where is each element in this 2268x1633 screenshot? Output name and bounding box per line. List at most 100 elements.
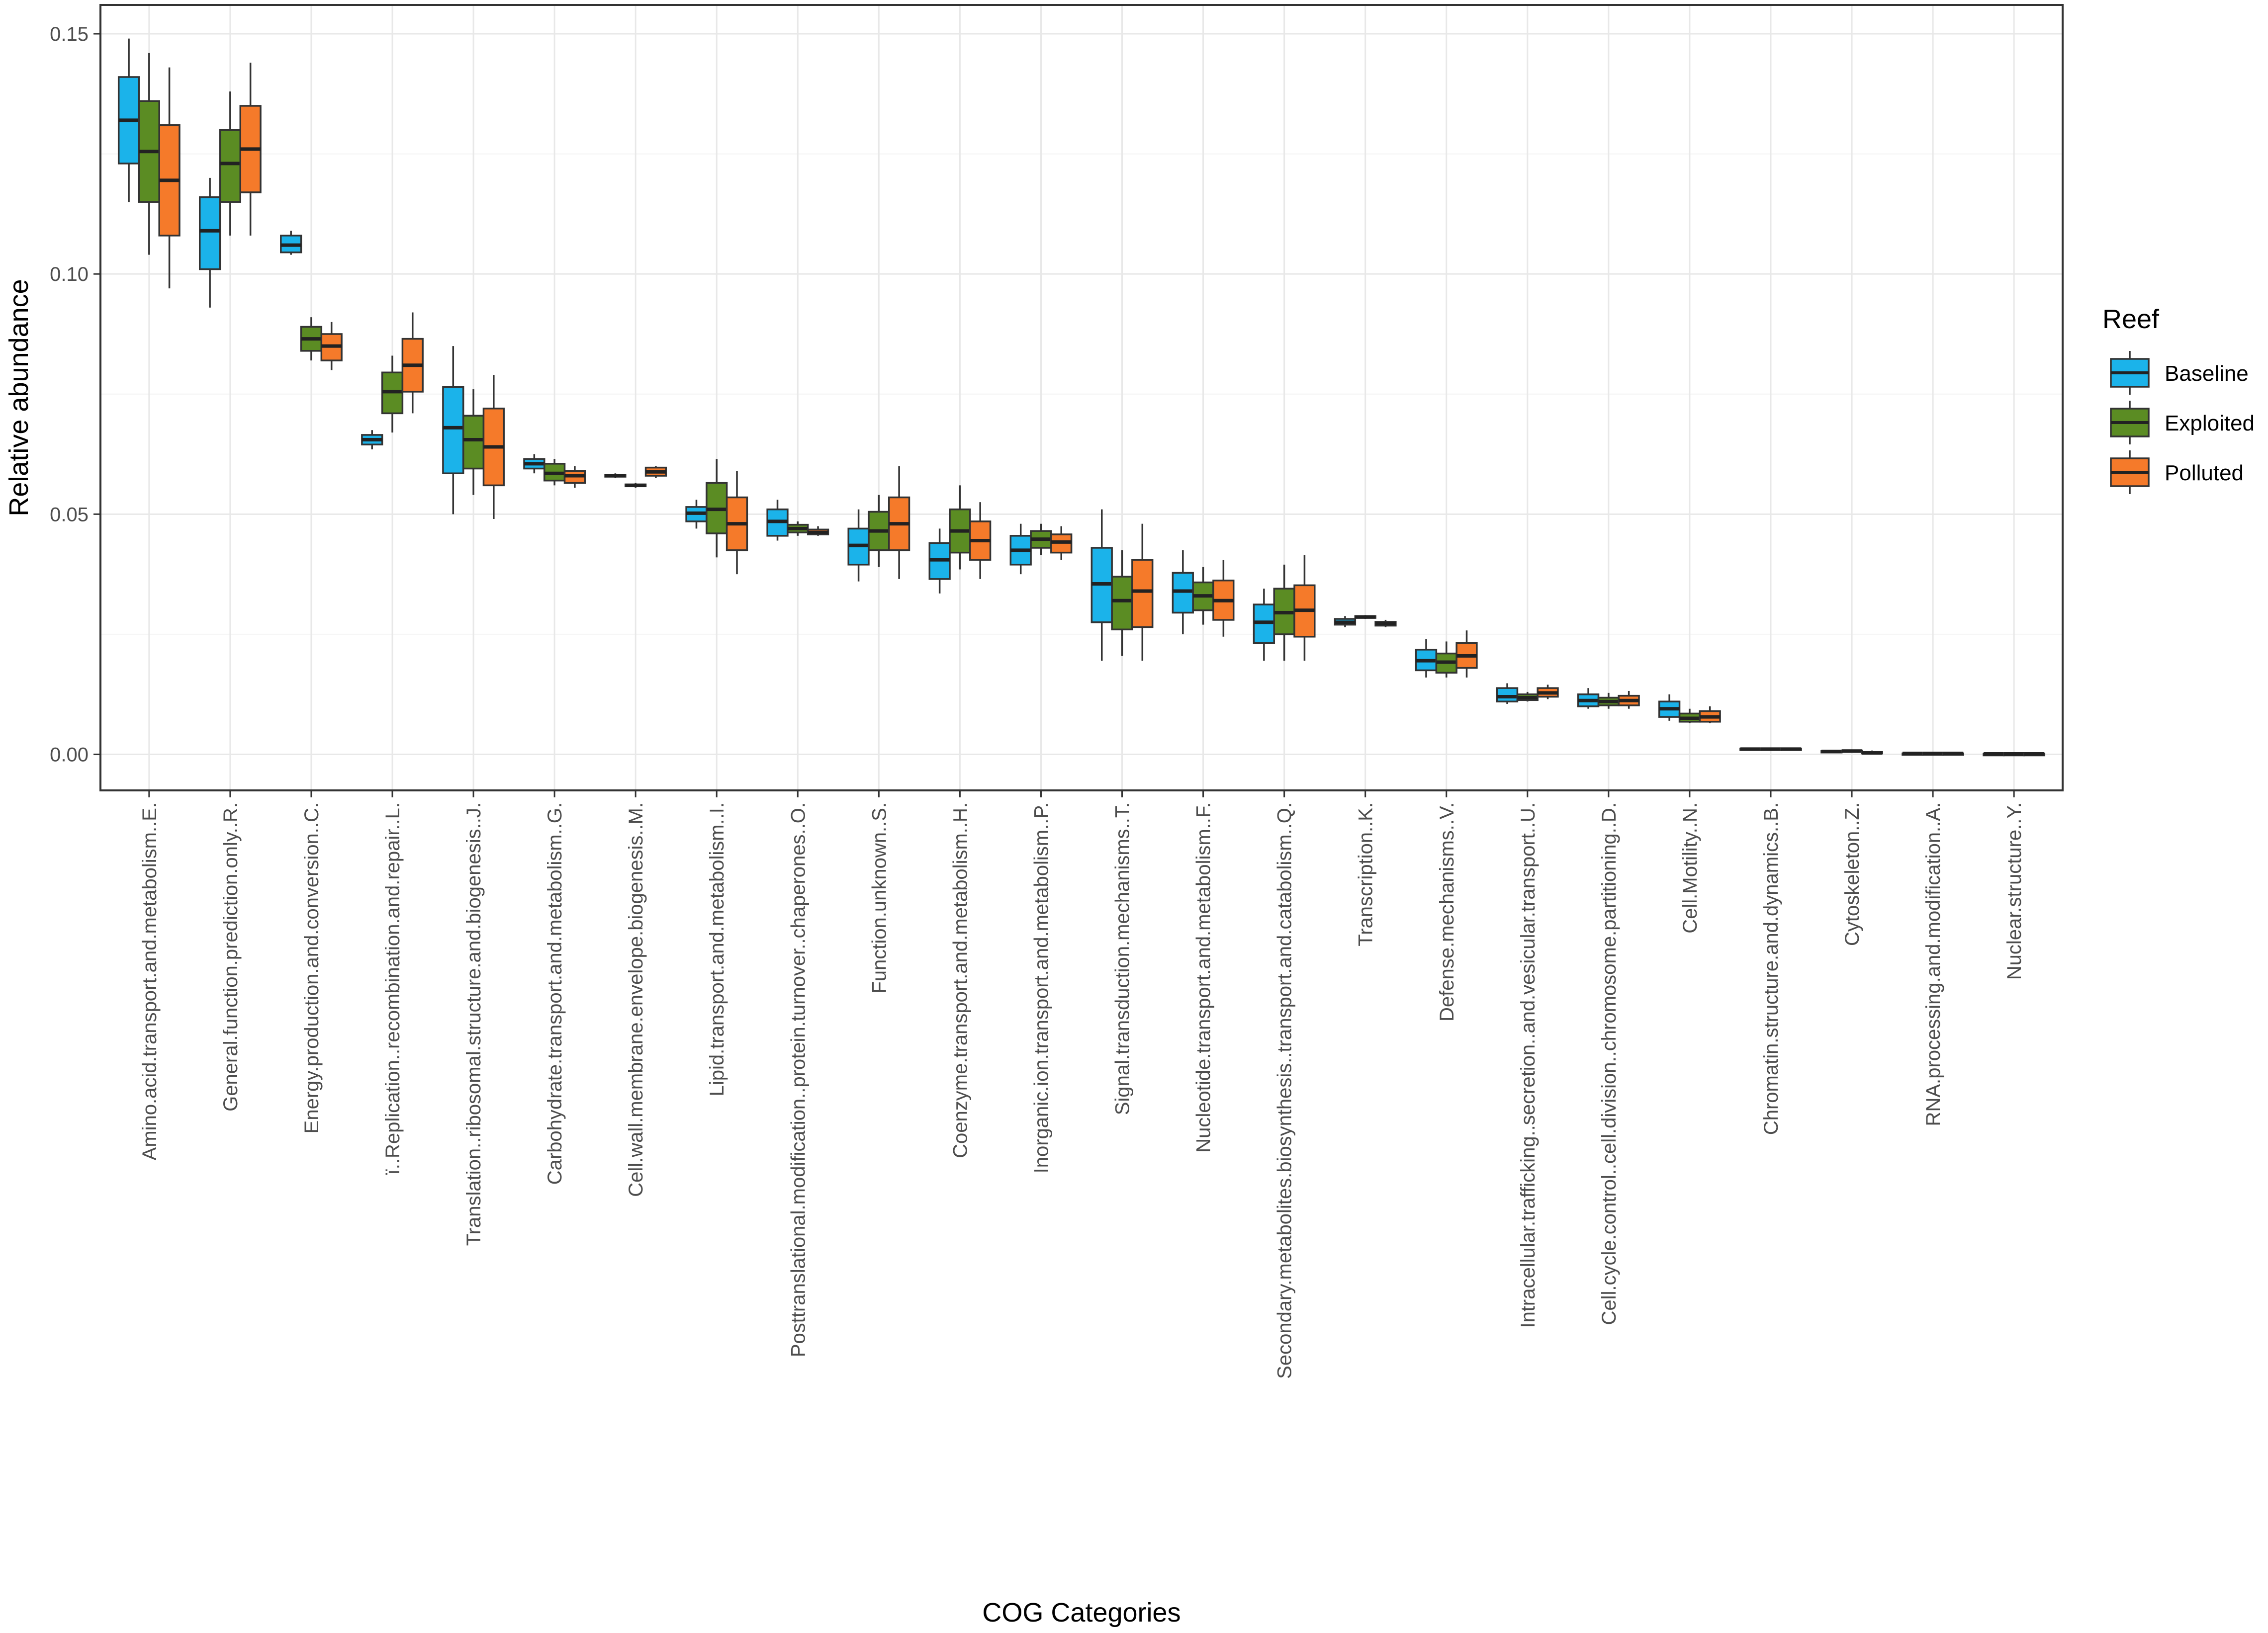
box-exploited [138, 53, 160, 255]
box-baseline [1253, 589, 1275, 661]
box-baseline [1820, 750, 1843, 754]
box-body [1496, 687, 1519, 702]
x-tick-label: Intracellular.trafficking..secretion..an… [1517, 802, 1539, 1328]
box-polluted [1293, 555, 1316, 661]
category-group [1253, 555, 1316, 661]
category-group [1658, 694, 1721, 723]
y-tick-label: 0.05 [50, 504, 89, 525]
x-tick-label: ï..Replication..recombination.and.repair… [382, 802, 404, 1175]
box-baseline [442, 346, 464, 515]
box-baseline [1739, 747, 1762, 751]
box-polluted [401, 312, 424, 414]
box-polluted [1699, 706, 1721, 723]
x-tick-label: Lipid.transport.and.metabolism..I. [706, 802, 728, 1096]
x-tick-label: Cell.wall.membrane.envelope.biogenesis..… [625, 802, 647, 1197]
x-tick-label: Cytoskeleton..Z. [1841, 802, 1863, 946]
box-exploited [706, 459, 728, 558]
box-body [462, 415, 485, 470]
category-group [1334, 615, 1397, 627]
box-exploited [1354, 615, 1376, 619]
box-baseline [928, 528, 951, 594]
box-baseline [280, 231, 302, 255]
category-group [523, 454, 586, 488]
category-group [604, 466, 667, 488]
legend-item-exploited: Exploited [2110, 401, 2255, 444]
x-tick-label: Posttranslational.modification..protein.… [787, 802, 809, 1357]
x-tick-label: Transcription..K. [1355, 802, 1377, 946]
box-baseline [604, 473, 627, 478]
box-polluted [1050, 526, 1073, 560]
category-group [685, 459, 748, 575]
y-tick-label: 0.10 [50, 263, 89, 285]
box-exploited [1840, 749, 1863, 753]
category-group [280, 231, 343, 370]
category-group [1820, 749, 1883, 755]
box-polluted [888, 466, 910, 579]
box-exploited [543, 459, 566, 486]
grid-lines [100, 5, 2063, 790]
box-polluted [726, 471, 748, 575]
box-exploited [625, 483, 647, 488]
box-baseline [1983, 752, 2005, 757]
x-tick-label: RNA.processing.and.modification..A. [1922, 802, 1944, 1126]
category-group [847, 466, 910, 582]
box-body [219, 129, 242, 203]
box-polluted [1942, 752, 1965, 756]
panel-border [99, 4, 2064, 791]
x-tick-label: Amino.acid.transport.and.metabolism..E. [139, 802, 161, 1160]
box-polluted [1374, 619, 1397, 627]
x-tick-label: Function.unknown..S. [868, 802, 890, 994]
category-group [117, 38, 181, 289]
category-group [928, 485, 992, 594]
box-exploited [1435, 641, 1457, 678]
box-body [1111, 576, 1133, 631]
box-polluted [320, 322, 343, 370]
category-group [766, 500, 829, 541]
legend-label: Polluted [2165, 461, 2244, 485]
x-tick-label: Translation..ribosomal.structure.and.bio… [463, 802, 485, 1246]
box-polluted [158, 67, 181, 289]
box-exploited [1921, 752, 1944, 756]
category-group [1415, 630, 1478, 678]
box-exploited [1759, 747, 1782, 751]
box-baseline [1496, 683, 1519, 704]
x-tick-label: Nuclear.structure..Y. [2003, 802, 2025, 980]
x-tick-label: Chromatin.structure.and.dynamics..B. [1760, 802, 1782, 1135]
box-polluted [563, 466, 586, 488]
box-baseline [766, 500, 789, 541]
box-exploited [787, 521, 809, 536]
x-axis: Amino.acid.transport.and.metabolism..E. G… [139, 790, 2025, 1379]
box-polluted [969, 502, 992, 579]
x-axis-title: COG Categories [982, 1598, 1180, 1628]
box-exploited [381, 355, 404, 433]
box-exploited [949, 485, 971, 570]
box-exploited [1516, 691, 1539, 702]
box-baseline [1172, 550, 1194, 634]
box-baseline [1658, 694, 1681, 721]
category-group [198, 62, 262, 308]
x-tick-label: Carbohydrate.transport.and.metabolism..G… [544, 802, 566, 1185]
box-exploited [1597, 692, 1620, 709]
box-body [442, 386, 464, 474]
box-polluted [1455, 630, 1478, 678]
x-tick-label: Energy.production.and.conversion..C. [301, 802, 323, 1133]
box-marks [117, 38, 2046, 757]
box-polluted [1537, 685, 1559, 699]
box-polluted [1861, 750, 1883, 755]
box-exploited [1273, 564, 1295, 661]
category-group [1496, 683, 1559, 704]
category-group [1172, 550, 1235, 637]
box-baseline [1090, 509, 1113, 661]
y-axis-title: Relative abundance [4, 279, 34, 516]
x-tick-label: Cell.Motility..N. [1679, 802, 1701, 934]
box-baseline [1902, 752, 1924, 756]
box-polluted [1212, 560, 1235, 637]
box-baseline [523, 454, 545, 474]
x-tick-label: Coenzyme.transport.and.metabolism..H. [949, 802, 971, 1158]
box-exploited [2003, 752, 2025, 757]
box-exploited [219, 91, 242, 236]
category-group [361, 312, 424, 449]
box-body [1131, 559, 1154, 628]
box-exploited [1030, 523, 1052, 555]
box-baseline [685, 500, 708, 529]
